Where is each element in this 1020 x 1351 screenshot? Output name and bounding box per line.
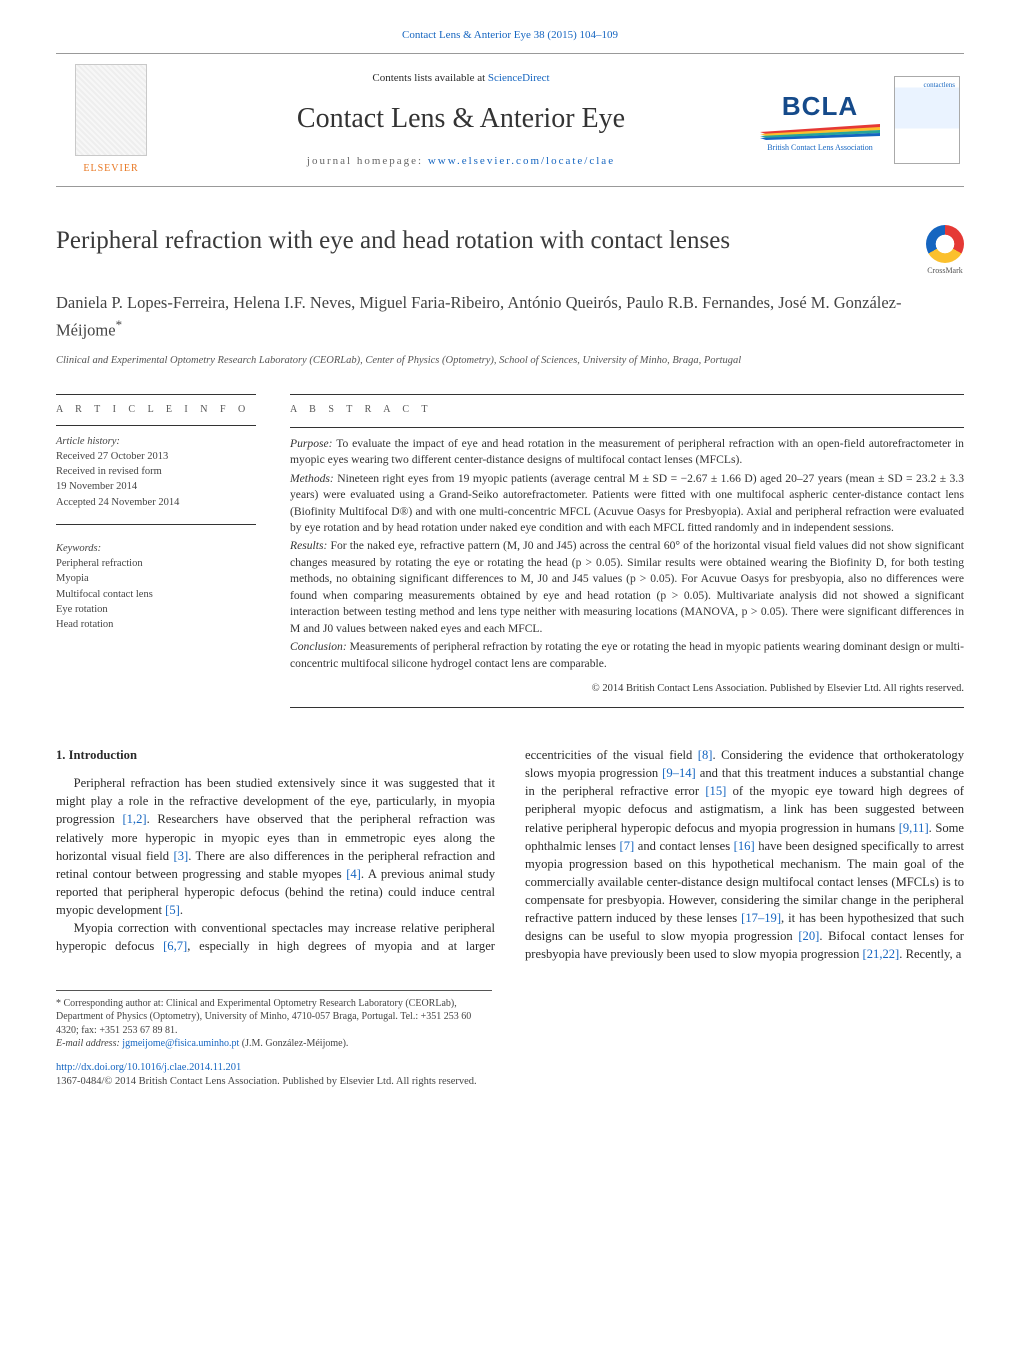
ref-link[interactable]: [9–14] [662, 766, 696, 780]
email-paren: (J.M. González-Méijome). [239, 1038, 348, 1049]
history-label: Article history: [56, 434, 256, 449]
homepage-link[interactable]: www.elsevier.com/locate/clae [428, 155, 615, 167]
contents-prefix: Contents lists available at [372, 72, 487, 84]
history-received: Received 27 October 2013 [56, 449, 256, 464]
keyword: Myopia [56, 571, 256, 586]
bcla-letters: BCLA [782, 88, 858, 124]
ref-link[interactable]: [4] [346, 867, 361, 881]
bcla-subtitle: British Contact Lens Association [767, 142, 873, 153]
ref-link[interactable]: [8] [698, 748, 713, 762]
abstract-heading: a b s t r a c t [290, 403, 964, 417]
author-list: Daniela P. Lopes-Ferreira, Helena I.F. N… [56, 291, 964, 344]
doi-line: http://dx.doi.org/10.1016/j.clae.2014.11… [56, 1061, 964, 1076]
doi-link[interactable]: http://dx.doi.org/10.1016/j.clae.2014.11… [56, 1062, 241, 1073]
elsevier-wordmark: ELSEVIER [83, 162, 138, 176]
keyword: Peripheral refraction [56, 556, 256, 571]
abs-results-label: Results: [290, 539, 327, 552]
abs-methods-label: Methods: [290, 472, 334, 485]
ref-link[interactable]: [9,11] [899, 821, 929, 835]
journal-cover-thumb [894, 76, 960, 164]
ref-link[interactable]: [16] [734, 839, 755, 853]
ref-link[interactable]: [15] [705, 784, 726, 798]
article-info-heading: a r t i c l e i n f o [56, 403, 256, 417]
ref-link[interactable]: [21,22] [863, 947, 900, 961]
article-title: Peripheral refraction with eye and head … [56, 223, 906, 258]
abs-purpose-label: Purpose: [290, 437, 333, 450]
keyword: Eye rotation [56, 602, 256, 617]
article-info-column: a r t i c l e i n f o Article history: R… [56, 394, 256, 708]
footnotes: * Corresponding author at: Clinical and … [56, 990, 492, 1051]
email-label: E-mail address: [56, 1038, 122, 1049]
issn-copyright: 1367-0484/© 2014 British Contact Lens As… [56, 1075, 964, 1090]
elsevier-block: ELSEVIER [56, 54, 166, 186]
corresponding-footnote: * Corresponding author at: Clinical and … [56, 997, 492, 1038]
abs-conclusion-label: Conclusion: [290, 640, 347, 653]
contents-line: Contents lists available at ScienceDirec… [372, 71, 549, 86]
body-text: 1. Introduction Peripheral refraction ha… [56, 746, 964, 964]
abs-methods: Nineteen right eyes from 19 myopic patie… [290, 472, 964, 534]
ref-link[interactable]: [6,7] [163, 939, 187, 953]
running-head-link[interactable]: Contact Lens & Anterior Eye 38 (2015) 10… [402, 29, 618, 41]
ref-link[interactable]: [7] [620, 839, 635, 853]
ref-link[interactable]: [3] [174, 849, 189, 863]
abstract-copyright: © 2014 British Contact Lens Association.… [290, 682, 964, 697]
keyword: Multifocal contact lens [56, 587, 256, 602]
authors-text: Daniela P. Lopes-Ferreira, Helena I.F. N… [56, 293, 902, 340]
abs-results: For the naked eye, refractive pattern (M… [290, 539, 964, 634]
crossmark-badge[interactable]: CrossMark [926, 225, 964, 276]
ref-link[interactable]: [5] [165, 903, 180, 917]
bcla-swoosh-icon [760, 124, 880, 140]
bcla-logo: BCLA British Contact Lens Association [760, 88, 880, 154]
email-link[interactable]: jgmeijome@fisica.uminho.pt [122, 1038, 239, 1049]
running-head: Contact Lens & Anterior Eye 38 (2015) 10… [56, 28, 964, 43]
history-revised-1: Received in revised form [56, 464, 256, 479]
history-revised-2: 19 November 2014 [56, 479, 256, 494]
abs-conclusion: Measurements of peripheral refraction by… [290, 640, 964, 669]
crossmark-label: CrossMark [927, 265, 963, 276]
keywords-label: Keywords: [56, 541, 256, 556]
crossmark-icon [926, 225, 964, 263]
homepage-prefix: journal homepage: [307, 155, 428, 167]
journal-title: Contact Lens & Anterior Eye [297, 99, 625, 138]
elsevier-tree-icon [75, 64, 147, 156]
sciencedirect-link[interactable]: ScienceDirect [488, 72, 550, 84]
abstract-column: a b s t r a c t Purpose: To evaluate the… [290, 394, 964, 708]
homepage-line: journal homepage: www.elsevier.com/locat… [307, 154, 615, 169]
ref-link[interactable]: [1,2] [122, 812, 146, 826]
abs-purpose: To evaluate the impact of eye and head r… [290, 437, 964, 466]
keyword: Head rotation [56, 617, 256, 632]
corresponding-mark: * [116, 317, 123, 332]
masthead: ELSEVIER Contents lists available at Sci… [56, 53, 964, 187]
section-heading: 1. Introduction [56, 746, 495, 764]
ref-link[interactable]: [17–19] [741, 911, 781, 925]
ref-link[interactable]: [20] [798, 929, 819, 943]
history-accepted: Accepted 24 November 2014 [56, 495, 256, 510]
affiliation: Clinical and Experimental Optometry Rese… [56, 354, 964, 368]
